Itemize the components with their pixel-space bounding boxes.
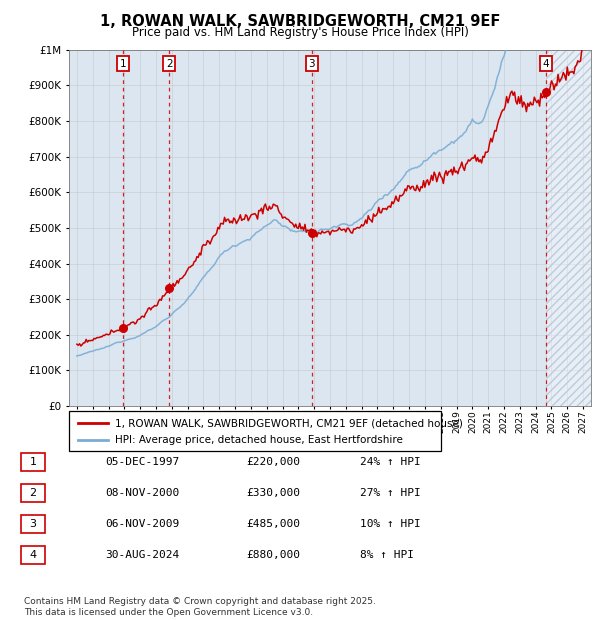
Text: 8% ↑ HPI: 8% ↑ HPI [360, 550, 414, 560]
Text: 30-AUG-2024: 30-AUG-2024 [105, 550, 179, 560]
Text: 3: 3 [308, 59, 315, 69]
Text: 05-DEC-1997: 05-DEC-1997 [105, 457, 179, 467]
Text: 24% ↑ HPI: 24% ↑ HPI [360, 457, 421, 467]
Text: 1, ROWAN WALK, SAWBRIDGEWORTH, CM21 9EF (detached house): 1, ROWAN WALK, SAWBRIDGEWORTH, CM21 9EF … [115, 418, 463, 428]
Text: 06-NOV-2009: 06-NOV-2009 [105, 519, 179, 529]
Text: 4: 4 [543, 59, 550, 69]
Text: 10% ↑ HPI: 10% ↑ HPI [360, 519, 421, 529]
Text: 1: 1 [29, 457, 37, 467]
Text: 2: 2 [29, 488, 37, 498]
Text: Price paid vs. HM Land Registry's House Price Index (HPI): Price paid vs. HM Land Registry's House … [131, 26, 469, 39]
Bar [546, 50, 591, 406]
Text: Contains HM Land Registry data © Crown copyright and database right 2025.
This d: Contains HM Land Registry data © Crown c… [24, 598, 376, 617]
Text: 3: 3 [29, 519, 37, 529]
Text: £880,000: £880,000 [246, 550, 300, 560]
Text: 2: 2 [166, 59, 173, 69]
Text: 27% ↑ HPI: 27% ↑ HPI [360, 488, 421, 498]
Text: £485,000: £485,000 [246, 519, 300, 529]
Text: 4: 4 [29, 550, 37, 560]
Text: £330,000: £330,000 [246, 488, 300, 498]
Text: 08-NOV-2000: 08-NOV-2000 [105, 488, 179, 498]
Text: 1, ROWAN WALK, SAWBRIDGEWORTH, CM21 9EF: 1, ROWAN WALK, SAWBRIDGEWORTH, CM21 9EF [100, 14, 500, 29]
Text: HPI: Average price, detached house, East Hertfordshire: HPI: Average price, detached house, East… [115, 435, 403, 445]
Text: 1: 1 [120, 59, 127, 69]
Text: £220,000: £220,000 [246, 457, 300, 467]
